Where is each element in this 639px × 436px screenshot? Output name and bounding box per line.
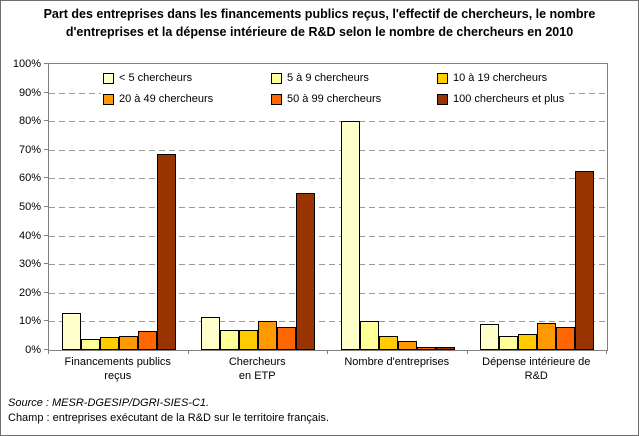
y-tick-label-60: 60% <box>18 172 41 185</box>
y-tick-label-20: 20% <box>18 286 41 299</box>
legend-swatch-icon <box>271 93 282 105</box>
chart-title: Part des entreprises dans les financemen… <box>43 7 596 39</box>
bar-chercheurs-en-etp-s0 <box>201 317 220 350</box>
x-category-label-line: R&D <box>524 370 548 383</box>
bar-chercheurs-en-etp-s4 <box>277 327 296 350</box>
bar-financements-publics-reçus-s5 <box>157 154 176 350</box>
bar-nombre-d'entreprises-s0 <box>341 121 360 350</box>
legend-swatch-icon <box>103 72 114 84</box>
legend-item-3: 20 à 49 chercheurs <box>101 92 269 106</box>
legend-swatch-icon <box>437 93 448 105</box>
gridline-70 <box>49 149 607 151</box>
gridline-10 <box>49 321 607 323</box>
x-tick-4 <box>606 350 607 354</box>
bar-financements-publics-reçus-s2 <box>100 337 119 350</box>
gridline-30 <box>49 264 607 266</box>
y-tick-70 <box>44 148 48 150</box>
x-tick-3 <box>467 350 468 354</box>
y-tick-80 <box>44 120 48 122</box>
y-tick-label-80: 80% <box>18 115 41 128</box>
source-note: Source : MESR-DGESIP/DGRI-SIES-C1. <box>8 397 210 409</box>
x-tick-1 <box>188 350 189 354</box>
x-tick-0 <box>48 350 49 354</box>
legend-swatch-icon <box>271 72 282 84</box>
bar-chercheurs-en-etp-s3 <box>258 321 277 350</box>
legend-item-1: 5 à 9 chercheurs <box>269 71 435 85</box>
bar-nombre-d'entreprises-s3 <box>398 341 417 350</box>
legend-item-5: 100 chercheurs et plus <box>435 92 567 106</box>
bar-nombre-d'entreprises-s5 <box>436 347 455 350</box>
x-category-label-line: Financements publics <box>64 356 171 368</box>
bar-chercheurs-en-etp-s2 <box>239 330 258 350</box>
legend-label: < 5 chercheurs <box>119 72 193 84</box>
plot-area: < 5 chercheurs 5 à 9 chercheurs 10 à 19 ch… <box>48 63 608 351</box>
gridline-80 <box>49 121 607 123</box>
legend-swatch-icon <box>103 93 114 105</box>
legend-item-4: 50 à 99 chercheurs <box>269 92 435 106</box>
y-axis: 0% 10% 20% 30% 40% 50% 60% 70% 80% 90% 100% <box>1 58 44 356</box>
bar-dépense-intérieure-de-r&d-s5 <box>575 171 594 350</box>
bar-dépense-intérieure-de-r&d-s3 <box>537 323 556 350</box>
y-tick-label-100: 100% <box>12 58 41 70</box>
legend-label: 5 à 9 chercheurs <box>287 72 369 84</box>
bar-dépense-intérieure-de-r&d-s2 <box>518 334 537 350</box>
y-tick-label-0: 0% <box>25 344 41 356</box>
legend-item-0: < 5 chercheurs <box>101 71 269 85</box>
y-tick-label-50: 50% <box>18 201 41 213</box>
x-category-label-line: Nombre d'entreprises <box>344 356 450 368</box>
x-category-label-line: en ETP <box>238 370 276 383</box>
x-tick-2 <box>327 350 328 354</box>
legend-label: 100 chercheurs et plus <box>453 93 565 105</box>
bar-nombre-d'entreprises-s4 <box>417 347 436 350</box>
x-category-label-line: Dépense intérieure de <box>482 356 591 368</box>
gridline-60 <box>49 178 607 180</box>
bar-nombre-d'entreprises-s1 <box>360 321 379 350</box>
bar-nombre-d'entreprises-s2 <box>379 336 398 350</box>
x-category-label-0: Financements publics reçus <box>48 355 188 384</box>
gridline-40 <box>49 235 607 237</box>
legend-label: 50 à 99 chercheurs <box>287 93 382 105</box>
legend-item-2: 10 à 19 chercheurs <box>435 71 567 85</box>
bar-dépense-intérieure-de-r&d-s4 <box>556 327 575 350</box>
bar-chercheurs-en-etp-s1 <box>220 330 239 350</box>
y-tick-90 <box>44 91 48 93</box>
y-tick-label-40: 40% <box>18 229 41 242</box>
bar-financements-publics-reçus-s1 <box>81 339 100 350</box>
y-tick-label-70: 70% <box>18 143 41 156</box>
legend: < 5 chercheurs 5 à 9 chercheurs 10 à 19 ch… <box>101 71 567 106</box>
y-tick-10 <box>44 320 48 322</box>
x-category-label-3: Dépense intérieure de R&D <box>467 355 607 384</box>
y-tick-0 <box>44 349 48 350</box>
bar-chercheurs-en-etp-s5 <box>296 193 315 350</box>
gridline-20 <box>49 292 607 294</box>
y-tick-60 <box>44 177 48 179</box>
x-category-label-2: Nombre d'entreprises <box>327 355 467 384</box>
x-axis: Financements publics reçus Chercheurs en ET… <box>48 355 606 384</box>
legend-label: 10 à 19 chercheurs <box>453 72 548 84</box>
bar-financements-publics-reçus-s0 <box>62 313 81 350</box>
bar-dépense-intérieure-de-r&d-s0 <box>480 324 499 350</box>
legend-swatch-icon <box>437 72 448 84</box>
y-tick-30 <box>44 263 48 265</box>
y-tick-label-30: 30% <box>18 258 41 271</box>
y-tick-label-90: 90% <box>18 86 41 99</box>
y-tick-50 <box>44 206 48 207</box>
x-category-label-line: Chercheurs <box>228 356 286 368</box>
gridline-50 <box>49 207 607 208</box>
champ-note: Champ : entreprises exécutant de la R&D … <box>8 411 329 424</box>
bar-financements-publics-reçus-s3 <box>119 336 138 350</box>
y-tick-20 <box>44 291 48 293</box>
legend-label: 20 à 49 chercheurs <box>119 93 214 105</box>
x-category-label-line: reçus <box>104 370 132 383</box>
x-category-label-1: Chercheurs en ETP <box>188 355 328 384</box>
y-tick-label-10: 10% <box>18 315 41 328</box>
bar-dépense-intérieure-de-r&d-s1 <box>499 336 518 350</box>
bar-financements-publics-reçus-s4 <box>138 331 157 350</box>
y-tick-40 <box>44 234 48 236</box>
y-tick-100 <box>44 63 48 64</box>
chart-footer: Source : MESR-DGESIP/DGRI-SIES-C1. Champ… <box>8 396 329 426</box>
